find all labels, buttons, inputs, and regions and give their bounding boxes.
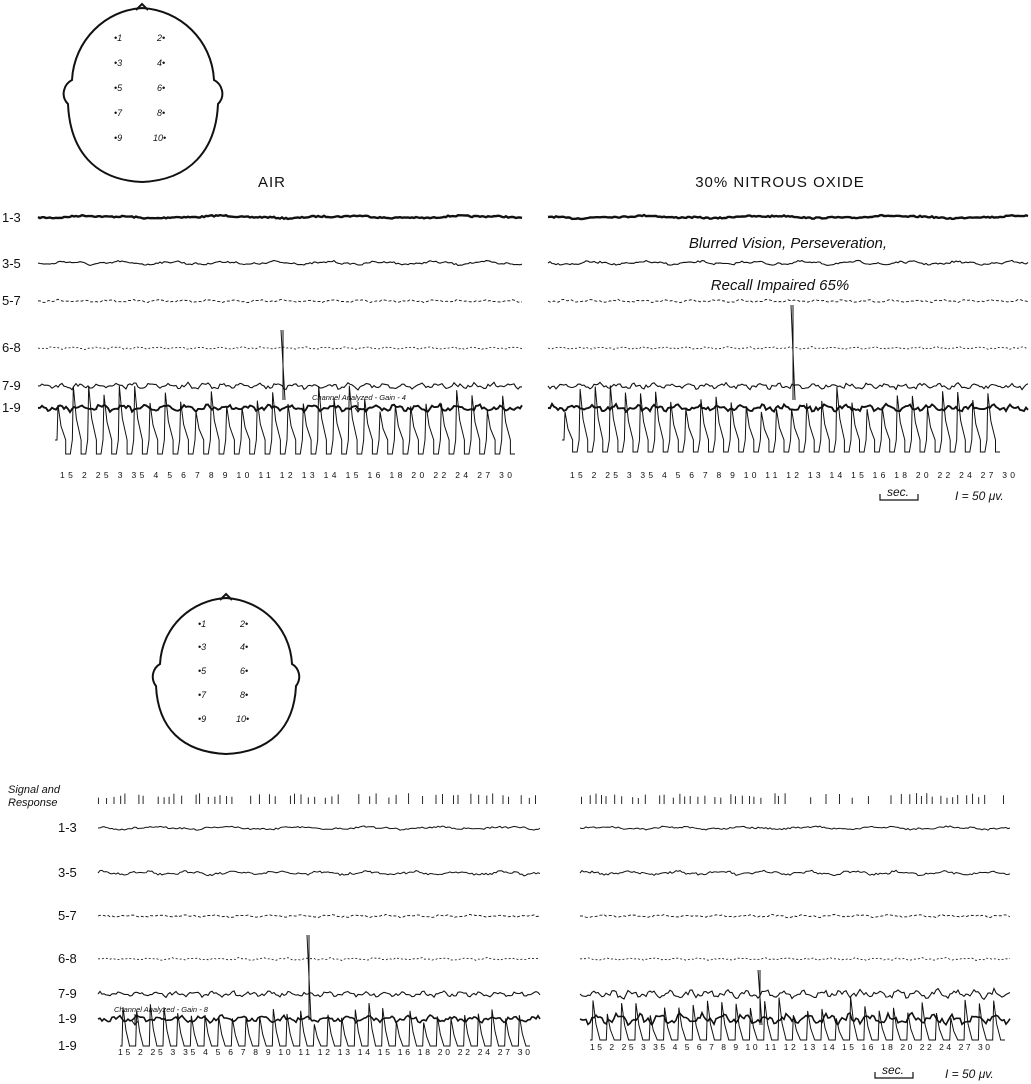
top-channel-label-2: 3-5 xyxy=(2,256,21,271)
top-eeg-traces xyxy=(37,213,1029,455)
top-condition-nitrous: 30% NITROUS OXIDE xyxy=(695,174,865,191)
top-condition-air: AIR xyxy=(258,174,286,191)
bottom-signal-ticks-air xyxy=(97,793,536,804)
top-trace-air-4 xyxy=(37,346,523,350)
top-trace-air-1 xyxy=(37,213,523,221)
top-trace-air-5 xyxy=(37,381,523,391)
top-trace-air-3 xyxy=(37,298,522,304)
bottom-electrode-5: •5 xyxy=(198,666,207,676)
top-annotation-line-1: Blurred Vision, Perseveration, xyxy=(689,235,887,252)
bottom-channel-label-1: 1-3 xyxy=(58,820,77,835)
bottom-electrode-7: •7 xyxy=(198,690,207,700)
bottom-signal-ticks-nitrous xyxy=(581,793,1004,804)
top-scale-bar: sec. I = 50 μv. xyxy=(879,485,1004,503)
top-trace-nitrous-6 xyxy=(547,402,1029,414)
bottom-head-outline xyxy=(151,596,301,756)
top-digit-labels-nitrous: 15 2 25 3 35 4 5 6 7 8 9 10 11 12 13 14 … xyxy=(570,470,1015,480)
bottom-channel-label-3: 5-7 xyxy=(58,908,77,923)
bottom-artifact-spike-air xyxy=(306,934,312,1021)
bottom-electrode-3: •3 xyxy=(198,642,206,652)
bottom-channel-analyzed-arrow xyxy=(131,1014,139,1026)
top-artifact-spike-air xyxy=(280,329,286,401)
bottom-electrode-9: •9 xyxy=(198,714,206,724)
bottom-electrode-8: 8• xyxy=(240,690,248,700)
top-electrode-9: •9 xyxy=(114,133,122,143)
top-trace-air-6 xyxy=(37,402,523,414)
top-electrode-8: 8• xyxy=(157,108,165,118)
bottom-channel-label-5: 7-9 xyxy=(58,986,77,1001)
top-electrode-7: •7 xyxy=(114,108,123,118)
bottom-electrode-4: 4• xyxy=(240,642,248,652)
bottom-artifact-spike-nitrous xyxy=(757,969,763,1026)
bottom-scale-amplitude: I = 50 μv. xyxy=(945,1067,994,1081)
top-trace-nitrous-3 xyxy=(547,298,1029,304)
top-electrode-3: •3 xyxy=(114,58,122,68)
bottom-trace-air-3 xyxy=(97,913,541,919)
top-electrode-6: 6• xyxy=(157,83,165,93)
bottom-signal-label-2: Response xyxy=(8,797,58,809)
bottom-electrode-2: 2• xyxy=(239,619,248,629)
top-channel-label-4: 6-8 xyxy=(2,340,21,355)
top-nose xyxy=(135,2,149,11)
top-response-spikes-nitrous xyxy=(562,385,1000,453)
bottom-channel-analyzed-note: Channel Analyzed - Gain - 8 xyxy=(114,1005,209,1014)
top-channel-label-6: 1-9 xyxy=(2,400,21,415)
top-digit-labels-air: 15 2 25 3 35 4 5 6 7 8 9 10 11 12 13 14 … xyxy=(60,470,512,480)
bottom-channel-label-6: 1-9 xyxy=(58,1011,77,1026)
top-trace-nitrous-2 xyxy=(547,259,1029,266)
top-head-outline xyxy=(62,6,224,184)
bottom-electrode-10: 10• xyxy=(236,714,249,724)
top-trace-nitrous-5 xyxy=(547,381,1029,391)
top-electrode-10: 10• xyxy=(153,133,166,143)
bottom-trace-nitrous-1 xyxy=(579,825,1011,831)
bottom-response-spikes-nitrous xyxy=(590,996,1005,1041)
top-electrode-4: 4• xyxy=(157,58,165,68)
bottom-trace-air-5 xyxy=(97,990,541,999)
bottom-channel-label-2: 3-5 xyxy=(58,865,77,880)
top-trace-air-2 xyxy=(37,259,523,267)
bottom-digit-labels-air: 15 2 25 3 35 4 5 6 7 8 9 10 11 12 13 14 … xyxy=(118,1047,530,1057)
top-response-spikes-air xyxy=(55,385,515,455)
bottom-trace-air-1 xyxy=(97,825,541,831)
top-artifact-spike-nitrous xyxy=(790,304,796,401)
bottom-electrode-6: 6• xyxy=(240,666,248,676)
top-electrode-2: 2• xyxy=(156,33,165,43)
bottom-response-spikes-air xyxy=(120,1003,530,1047)
bottom-trace-air-4 xyxy=(97,956,541,961)
bottom-scale-bar: sec. I = 50 μv. xyxy=(874,1063,994,1081)
top-channel-label-5: 7-9 xyxy=(2,378,21,393)
top-scale-amplitude: I = 50 μv. xyxy=(955,489,1004,503)
bottom-signal-label-1: Signal and xyxy=(8,784,61,796)
top-annotation-line-2: Recall Impaired 65% xyxy=(711,277,849,294)
bottom-channel-label-4: 6-8 xyxy=(58,951,77,966)
top-trace-nitrous-4 xyxy=(547,346,1029,350)
bottom-trace-nitrous-4 xyxy=(579,957,1011,961)
bottom-channel-label-7: 1-9 xyxy=(58,1038,77,1053)
bottom-trace-nitrous-5 xyxy=(579,987,1011,1001)
top-electrode-5: •5 xyxy=(114,83,123,93)
top-head-diagram: •1 2• •3 4• •5 6• •7 8• •9 10• xyxy=(62,2,224,184)
bottom-trace-nitrous-3 xyxy=(579,913,1011,919)
top-electrode-1: •1 xyxy=(114,33,122,43)
top-channel-analyzed-note: Channel Analyzed - Gain - 4 xyxy=(312,393,406,402)
bottom-eeg-traces xyxy=(97,793,1011,1047)
top-scale-time: sec. xyxy=(887,485,909,499)
bottom-head-diagram: •1 2• •3 4• •5 6• •7 8• •9 10• xyxy=(151,592,301,756)
top-channel-label-1: 1-3 xyxy=(2,210,21,225)
bottom-scale-time: sec. xyxy=(882,1063,904,1077)
bottom-trace-nitrous-2 xyxy=(579,869,1011,877)
bottom-trace-air-2 xyxy=(97,869,541,877)
bottom-trace-air-6 xyxy=(97,1013,541,1024)
top-channel-label-3: 5-7 xyxy=(2,293,21,308)
bottom-digit-labels-nitrous: 15 2 25 3 35 4 5 6 7 8 9 10 11 12 13 14 … xyxy=(590,1042,990,1052)
bottom-electrode-1: •1 xyxy=(198,619,206,629)
top-trace-nitrous-1 xyxy=(547,213,1029,221)
bottom-nose xyxy=(219,592,233,601)
